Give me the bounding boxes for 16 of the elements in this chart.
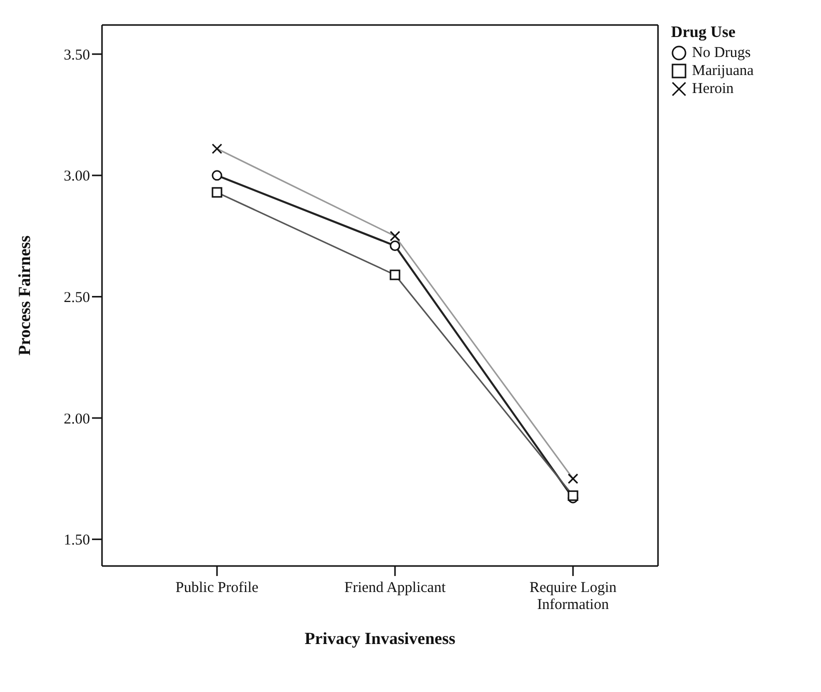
y-tick-label: 1.50 xyxy=(64,532,90,549)
legend-title: Drug Use xyxy=(671,24,736,42)
point xyxy=(212,170,222,181)
legend-label: No Drugs xyxy=(692,44,751,62)
y-tick-label: 3.00 xyxy=(64,168,90,185)
y-tick-label: 3.50 xyxy=(64,47,90,64)
x-tick-label: Require Login Information xyxy=(529,580,618,613)
y-tick-label: 2.50 xyxy=(64,290,90,306)
legend-label: Heroin xyxy=(692,80,734,98)
x-tick-label: Public Profile xyxy=(176,580,259,596)
y-axis-title: Process Fairness xyxy=(15,235,34,356)
x-tick-label: Friend Applicant xyxy=(344,580,446,596)
point xyxy=(390,240,400,252)
x-axis-title: Privacy Invasiveness xyxy=(304,629,456,648)
y-tick-label: 2.00 xyxy=(64,411,90,428)
legend-label: Marijuana xyxy=(692,62,754,80)
